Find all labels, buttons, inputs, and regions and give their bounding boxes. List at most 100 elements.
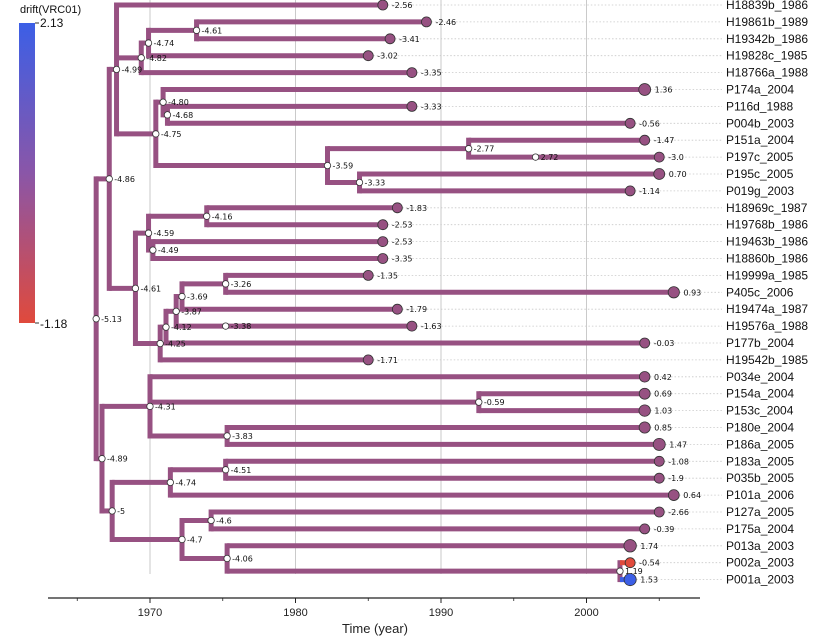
internal-node-node-10 bbox=[465, 145, 473, 153]
internal-node-node-26 bbox=[223, 432, 231, 440]
tip-node-p002a-2003 bbox=[624, 557, 636, 569]
internal-node-node-12 bbox=[355, 178, 364, 187]
x-tick-label-1990: 1990 bbox=[429, 607, 453, 619]
node-label-node-33: 1.19 bbox=[625, 567, 643, 576]
legend-colorbar bbox=[19, 23, 35, 323]
grid-lines bbox=[149, 0, 587, 574]
node-label-node-24: -4.31 bbox=[155, 402, 176, 411]
tip-label-p154a-2004: P154a_2004 bbox=[726, 387, 794, 401]
node-label-node-15: -4.16 bbox=[212, 212, 233, 221]
tip-node-h19542b-1985 bbox=[362, 354, 374, 366]
internal-node-node-15 bbox=[203, 212, 211, 220]
node-label-p101a-2006: 0.64 bbox=[683, 491, 701, 500]
node-label-node-12: -3.33 bbox=[365, 178, 386, 187]
internal-node-node-1 bbox=[105, 175, 113, 183]
node-label-p127a-2005: -2.66 bbox=[668, 508, 689, 517]
node-label-node-14: -4.59 bbox=[154, 229, 175, 238]
internal-node-node-25 bbox=[475, 398, 483, 406]
internal-node-node-16 bbox=[149, 246, 157, 254]
tip-node-h18766a-1988 bbox=[406, 67, 418, 78]
tip-node-h18969c-1987 bbox=[391, 202, 403, 214]
tip-node-h19999a-1985 bbox=[362, 269, 374, 281]
node-label-node-21: -3.26 bbox=[231, 280, 252, 289]
tip-node-h19576a-1988 bbox=[406, 320, 418, 332]
node-label-h19999a-1985: -1.35 bbox=[377, 271, 398, 280]
legend-max-label: 2.13 bbox=[40, 16, 64, 30]
tip-node-p013a-2003 bbox=[623, 539, 637, 553]
tip-node-h19828c-1985 bbox=[362, 50, 374, 62]
tip-node-p174a-2004 bbox=[638, 83, 652, 96]
tip-node-p405c-2006 bbox=[667, 286, 680, 299]
node-label-h19576a-1988: -1.63 bbox=[421, 322, 442, 331]
node-label-node-18: -4.12 bbox=[171, 323, 192, 332]
internal-node-node-30 bbox=[178, 535, 186, 544]
node-label-p174a-2004: 1.36 bbox=[655, 86, 673, 95]
internal-node-node-7 bbox=[159, 98, 167, 106]
internal-node-node-24 bbox=[146, 402, 154, 410]
tree-branches bbox=[93, 2, 674, 583]
tip-label-h18839b-1986: H18839b_1986 bbox=[726, 0, 808, 12]
tip-label-p177b-2004: P177b_2004 bbox=[726, 336, 794, 350]
node-label-p177b-2004: -0.03 bbox=[654, 339, 675, 348]
tip-label-p195c-2005: P195c_2005 bbox=[726, 167, 794, 181]
node-label-node-13: -4.61 bbox=[140, 284, 161, 293]
internal-node-node-18 bbox=[162, 323, 170, 331]
node-label-node-25: -0.59 bbox=[484, 398, 505, 407]
x-axis: Time (year) 1970 1980 1990 2000 bbox=[48, 597, 700, 636]
node-label-h19474a-1987: -1.79 bbox=[406, 305, 427, 314]
tip-guide-lines bbox=[373, 4, 722, 580]
internal-node-node-4 bbox=[144, 39, 153, 47]
tip-label-p002a-2003: P002a_2003 bbox=[726, 556, 794, 570]
internal-node-node-27 bbox=[108, 507, 116, 515]
node-label-h18766a-1988: -3.35 bbox=[421, 69, 442, 78]
node-label-node-27: -5 bbox=[117, 507, 125, 516]
tip-node-h19463b-1986 bbox=[377, 236, 389, 248]
tip-node-p034e-2004 bbox=[639, 371, 651, 383]
node-label-h19828c-1985: -3.02 bbox=[377, 52, 398, 61]
node-label-node-3: -4.82 bbox=[146, 54, 167, 63]
node-label-p002a-2003: -0.54 bbox=[639, 559, 660, 568]
tip-label-p175a-2004: P175a_2004 bbox=[726, 522, 794, 536]
tip-label-p116d-1988: P116d_1988 bbox=[726, 99, 794, 113]
tip-label-p180e-2004: P180e_2004 bbox=[726, 421, 794, 435]
node-label-node-9: -3.59 bbox=[333, 162, 354, 171]
x-tick-label-2000: 2000 bbox=[574, 607, 598, 619]
tip-label-h18860b-1986: H18860b_1986 bbox=[726, 252, 808, 266]
tip-label-h19463b-1986: H19463b_1986 bbox=[726, 235, 808, 249]
tip-node-p151a-2004 bbox=[639, 134, 651, 146]
tip-node-h18839b-1986 bbox=[377, 0, 389, 11]
tip-label-h18969c-1987: H18969c_1987 bbox=[726, 201, 808, 215]
internal-node-node-0 bbox=[92, 315, 100, 323]
node-label-node-0: -5.13 bbox=[101, 315, 122, 324]
tip-label-p013a-2003: P013a_2003 bbox=[726, 539, 794, 553]
tip-node-p180e-2004 bbox=[638, 421, 651, 434]
tip-node-p116d-1988 bbox=[406, 101, 418, 112]
node-label-node-19: -3.87 bbox=[181, 307, 202, 316]
node-label-node-26: -3.83 bbox=[232, 432, 253, 441]
tip-label-p034e-2004: P034e_2004 bbox=[726, 370, 794, 384]
node-label-p195c-2005: 0.70 bbox=[669, 170, 687, 179]
internal-node-node-28 bbox=[166, 478, 174, 487]
legend-title: drift(VRC01) bbox=[20, 4, 81, 16]
tip-node-p177b-2004 bbox=[639, 337, 651, 349]
node-label-node-7: -4.80 bbox=[168, 98, 189, 107]
internal-node-node-32 bbox=[223, 554, 231, 563]
tip-label-p153c-2004: P153c_2004 bbox=[726, 404, 794, 418]
node-label-p154a-2004: 0.69 bbox=[654, 390, 672, 399]
x-tick-label-1980: 1980 bbox=[283, 607, 307, 619]
internal-node-node-11 bbox=[531, 153, 540, 161]
internal-node-node-8 bbox=[163, 111, 172, 119]
tip-node-p127a-2005 bbox=[653, 506, 665, 518]
tip-label-p197c-2005: P197c_2005 bbox=[726, 150, 794, 164]
node-label-p013a-2003: 1.74 bbox=[640, 542, 658, 551]
node-label-p183a-2005: -1.08 bbox=[668, 457, 689, 466]
node-label-node-16: -4.49 bbox=[158, 246, 179, 255]
tip-label-p127a-2005: P127a_2005 bbox=[726, 505, 794, 519]
internal-node-node-9 bbox=[323, 161, 332, 170]
internal-node-node-29 bbox=[222, 466, 230, 474]
internal-node-node-17 bbox=[156, 339, 164, 348]
tip-label-h19542b-1985: H19542b_1985 bbox=[726, 353, 808, 367]
internal-node-node-21 bbox=[222, 280, 230, 288]
node-label-node-23: -4.89 bbox=[107, 455, 128, 464]
